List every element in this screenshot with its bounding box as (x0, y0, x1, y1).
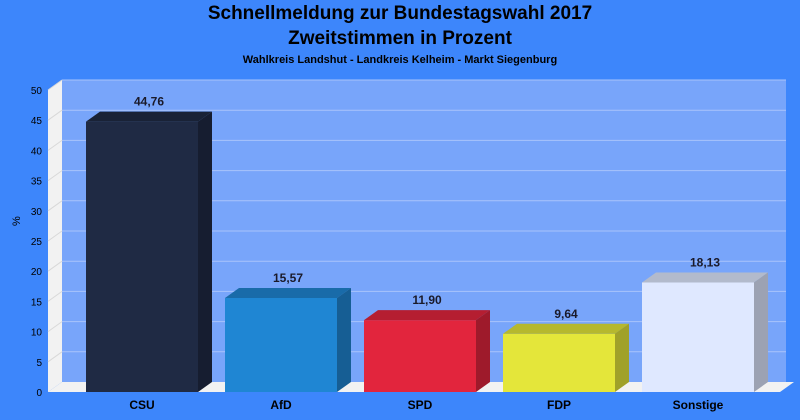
bar-sonstige (642, 282, 754, 392)
bar-csu (86, 121, 198, 392)
y-tick-label: 40 (31, 146, 43, 157)
bar-fdp (503, 333, 615, 392)
bar-spd (364, 320, 476, 392)
bar-side-spd (476, 310, 490, 392)
y-tick-label: 45 (31, 116, 43, 127)
bar-side-csu (198, 111, 212, 392)
y-tick-label: 35 (31, 177, 43, 188)
gridline-side (47, 170, 63, 182)
gridline-side (47, 260, 63, 272)
gridline-side (47, 290, 63, 302)
bar-top-sonstige (642, 272, 768, 283)
y-tick-label: 0 (36, 388, 42, 399)
gridline-side (47, 200, 63, 212)
y-tick-label: 10 (31, 328, 43, 339)
y-tick-label: 30 (31, 207, 43, 218)
gridline-side (47, 79, 63, 91)
bar-top-spd (364, 310, 490, 321)
x-tick-label: FDP (547, 398, 571, 412)
data-label: 44,76 (134, 95, 164, 109)
data-label: 11,90 (412, 293, 442, 307)
chart-subtitle: Wahlkreis Landshut - Landkreis Kelheim -… (242, 54, 558, 66)
gridline-side (47, 109, 63, 121)
y-tick-label: 15 (31, 297, 43, 308)
chart-title: Schnellmeldung zur Bundestagswahl 2017 (207, 3, 593, 24)
bar-top-fdp (503, 323, 629, 334)
bar-top-csu (86, 111, 212, 122)
x-tick-label: SPD (408, 398, 433, 412)
bar-top-afd (225, 287, 351, 298)
gridline-side (47, 321, 63, 333)
x-tick-label: Sonstige (673, 398, 724, 412)
y-tick-label: 25 (31, 237, 43, 248)
bar-side-sonstige (754, 272, 768, 392)
bar-side-afd (337, 287, 351, 392)
y-tick-label: 50 (31, 86, 43, 97)
gridline-side (47, 351, 63, 363)
bar-side-fdp (615, 323, 629, 392)
y-tick-label: 5 (36, 358, 42, 369)
x-tick-label: AfD (270, 398, 292, 412)
data-label: 9,64 (554, 307, 578, 321)
data-label: 15,57 (273, 271, 303, 285)
y-tick-label: 20 (31, 267, 43, 278)
x-tick-label: CSU (129, 398, 154, 412)
bar-afd (225, 297, 337, 392)
gridline-side (47, 230, 63, 242)
gridline-side (47, 139, 63, 151)
data-label: 18,13 (690, 255, 720, 269)
chart-title-line2: Zweitstimmen in Prozent (288, 28, 512, 49)
